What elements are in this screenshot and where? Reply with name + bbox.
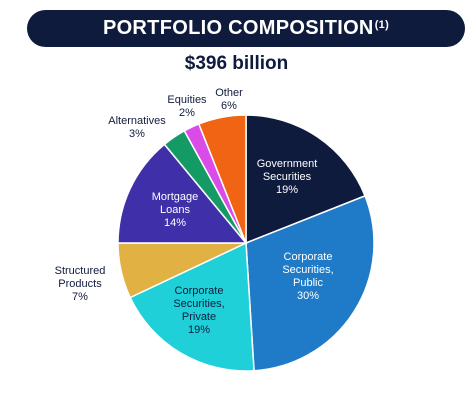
slice-percent: 14% <box>164 217 186 229</box>
slice-percent: 3% <box>129 128 145 140</box>
slice-label: Government Securities 19% <box>257 158 318 196</box>
slice-label: Other 6% <box>215 87 243 112</box>
slice-label: Corporate Securities, Public 30% <box>282 251 333 302</box>
pie-slice <box>245 114 366 245</box>
slice-name: Securities, <box>173 298 224 310</box>
pie-slice <box>117 143 248 244</box>
slice-name: Corporate <box>284 251 333 263</box>
slice-name: Equities <box>167 94 207 106</box>
slice-name: Public <box>293 277 323 289</box>
pie-slice <box>129 241 255 372</box>
slice-name: Securities, <box>282 264 333 276</box>
slice-name: Government <box>257 158 318 170</box>
slice-name: Private <box>182 311 216 323</box>
slice-name: Securities <box>263 171 312 183</box>
pie-slice <box>245 194 375 372</box>
slice-percent: 7% <box>72 291 88 303</box>
slice-percent: 30% <box>297 290 319 302</box>
slice-name: Other <box>215 87 243 99</box>
chart-title-banner: PORTFOLIO COMPOSITION (1) <box>27 10 465 47</box>
title-footnote: (1) <box>374 18 390 31</box>
slice-name: Corporate <box>175 285 224 297</box>
slice-percent: 6% <box>221 100 237 112</box>
chart-title: PORTFOLIO COMPOSITION <box>102 17 374 39</box>
slice-percent: 2% <box>179 107 195 119</box>
slice-label: Structured Products 7% <box>55 265 106 303</box>
slice-name: Mortgage <box>152 191 198 203</box>
slice-label: Mortgage Loans 14% <box>152 191 198 229</box>
slice-name: Products <box>58 278 102 290</box>
slice-label: Alternatives 3% <box>108 115 166 140</box>
pie-slice <box>197 114 247 244</box>
slice-percent: 19% <box>188 324 210 336</box>
slice-name: Alternatives <box>108 115 166 127</box>
slice-name: Structured <box>55 265 106 277</box>
chart-subtitle: $396 billion <box>184 53 289 74</box>
slice-name: Loans <box>160 204 190 216</box>
slice-label: Equities 2% <box>167 94 207 119</box>
slice-percent: 19% <box>276 184 298 196</box>
slice-label: Corporate Securities, Private 19% <box>173 285 224 336</box>
